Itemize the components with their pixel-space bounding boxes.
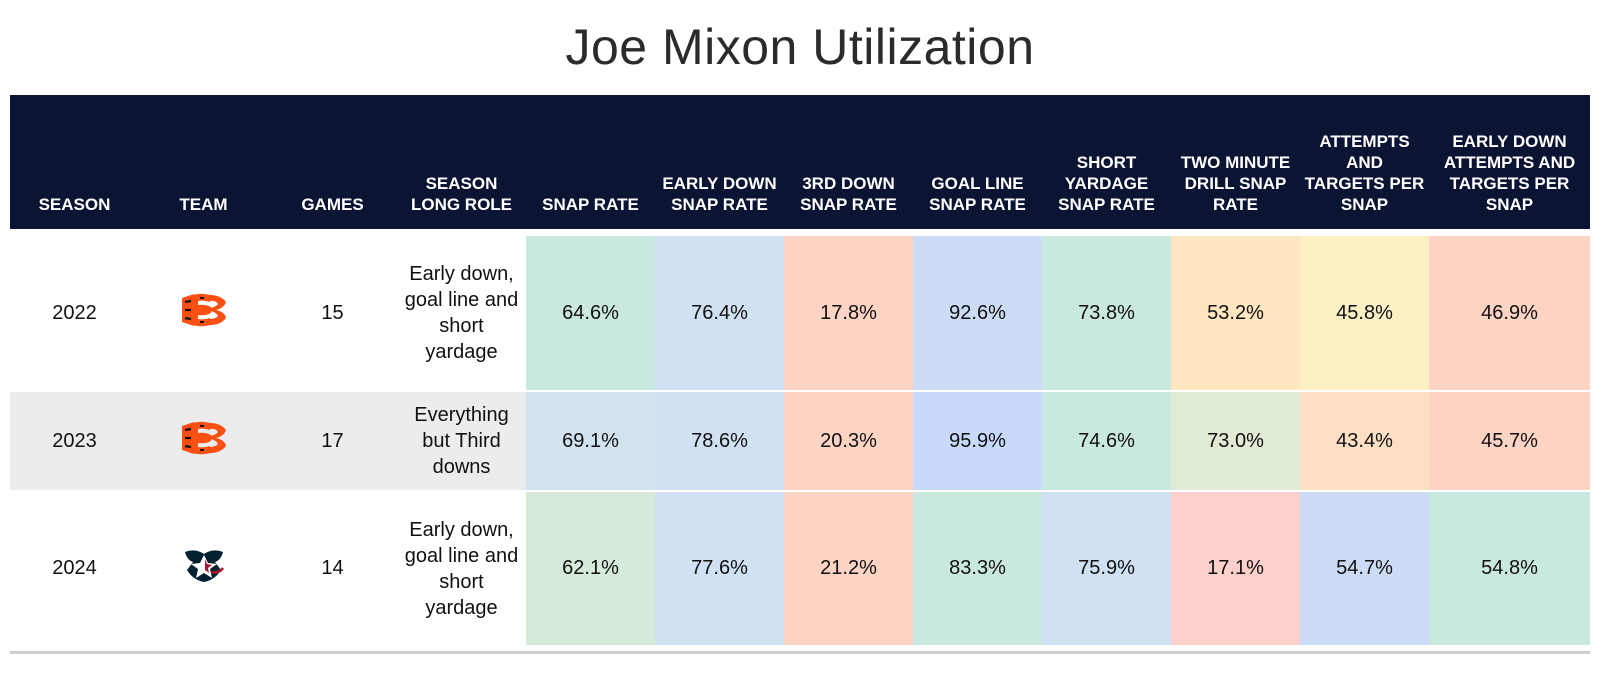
- season-cell: 2024: [52, 557, 97, 579]
- role-cell: Everything but Third downs: [397, 391, 526, 492]
- utilization-table: SEASON TEAM GAMES SEASON LONG ROLE SNAP …: [10, 95, 1590, 645]
- role-cell: Early down, goal line and short yardage: [404, 518, 519, 619]
- table-row: 2023 17 Everything but Third downs 69.1% 78.…: [10, 391, 1590, 492]
- metric-cell-short-yardage-snap-rate: 74.6%: [1042, 391, 1171, 492]
- games-cell: 14: [321, 557, 344, 579]
- metric-cell-early-down-attempts-targets-per-snap: 46.9%: [1429, 235, 1590, 392]
- metric-cell-early-down-snap-rate: 76.4%: [655, 235, 784, 392]
- metric-cell-short-yardage-snap-rate: 73.8%: [1042, 235, 1171, 392]
- column-header: EARLY DOWN SNAP RATE: [655, 95, 784, 229]
- metric-cell-early-down-snap-rate: 77.6%: [655, 491, 784, 645]
- metric-cell-goal-line-snap-rate: 83.3%: [913, 491, 1042, 645]
- metric-cell-snap-rate: 64.6%: [526, 235, 655, 392]
- metric-cell-third-down-snap-rate: 20.3%: [784, 391, 913, 492]
- metric-cell-early-down-attempts-targets-per-snap: 45.7%: [1429, 391, 1590, 492]
- column-header: GAMES: [268, 95, 397, 229]
- metric-cell-early-down-snap-rate: 78.6%: [655, 391, 784, 492]
- texans-logo-icon: [181, 546, 227, 592]
- header-row: SEASON TEAM GAMES SEASON LONG ROLE SNAP …: [10, 95, 1590, 229]
- team-cell: [139, 491, 268, 645]
- metric-cell-goal-line-snap-rate: 92.6%: [913, 235, 1042, 392]
- table-row: 2024 14 Early down, goal line and short ya…: [10, 491, 1590, 645]
- games-cell: 15: [268, 235, 397, 392]
- metric-cell-two-minute-drill-snap-rate: 73.0%: [1171, 391, 1300, 492]
- metric-cell-snap-rate: 62.1%: [526, 491, 655, 645]
- metric-cell-short-yardage-snap-rate: 75.9%: [1042, 491, 1171, 645]
- games-cell: 17: [268, 391, 397, 492]
- metric-cell-third-down-snap-rate: 17.8%: [784, 235, 913, 392]
- column-header: SEASON LONG ROLE: [397, 95, 526, 229]
- column-header: SEASON: [10, 95, 139, 229]
- metric-cell-goal-line-snap-rate: 95.9%: [913, 391, 1042, 492]
- table-row: 2022 15 Early down, goal line and short ya…: [10, 235, 1590, 392]
- season-cell: 2022: [10, 235, 139, 392]
- table-bottom-rule: [10, 651, 1590, 654]
- column-header: EARLY DOWN ATTEMPTS AND TARGETS PER SNAP: [1429, 95, 1590, 229]
- column-header: TEAM: [139, 95, 268, 229]
- metric-cell-third-down-snap-rate: 21.2%: [784, 491, 913, 645]
- metric-cell-attempts-targets-per-snap: 45.8%: [1300, 235, 1429, 392]
- metric-cell-attempts-targets-per-snap: 43.4%: [1300, 391, 1429, 492]
- bengals-logo-icon: [180, 420, 228, 462]
- column-header: TWO MINUTE DRILL SNAP RATE: [1171, 95, 1300, 229]
- metric-cell-two-minute-drill-snap-rate: 53.2%: [1171, 235, 1300, 392]
- metric-cell-early-down-attempts-targets-per-snap: 54.8%: [1429, 491, 1590, 645]
- column-header: GOAL LINE SNAP RATE: [913, 95, 1042, 229]
- metric-cell-attempts-targets-per-snap: 54.7%: [1300, 491, 1429, 645]
- metric-cell-two-minute-drill-snap-rate: 17.1%: [1171, 491, 1300, 645]
- team-cell: [139, 235, 268, 392]
- team-cell: [139, 391, 268, 492]
- bengals-logo-icon: [180, 292, 228, 334]
- header-spacer: [10, 229, 1590, 236]
- role-cell: Early down, goal line and short yardage: [397, 235, 526, 392]
- column-header: 3RD DOWN SNAP RATE: [784, 95, 913, 229]
- column-header: ATTEMPTS AND TARGETS PER SNAP: [1300, 95, 1429, 229]
- column-header: SNAP RATE: [526, 95, 655, 229]
- column-header: SHORT YARDAGE SNAP RATE: [1042, 95, 1171, 229]
- chart-title: Joe Mixon Utilization: [565, 19, 1035, 75]
- metric-cell-snap-rate: 69.1%: [526, 391, 655, 492]
- season-cell: 2023: [10, 391, 139, 492]
